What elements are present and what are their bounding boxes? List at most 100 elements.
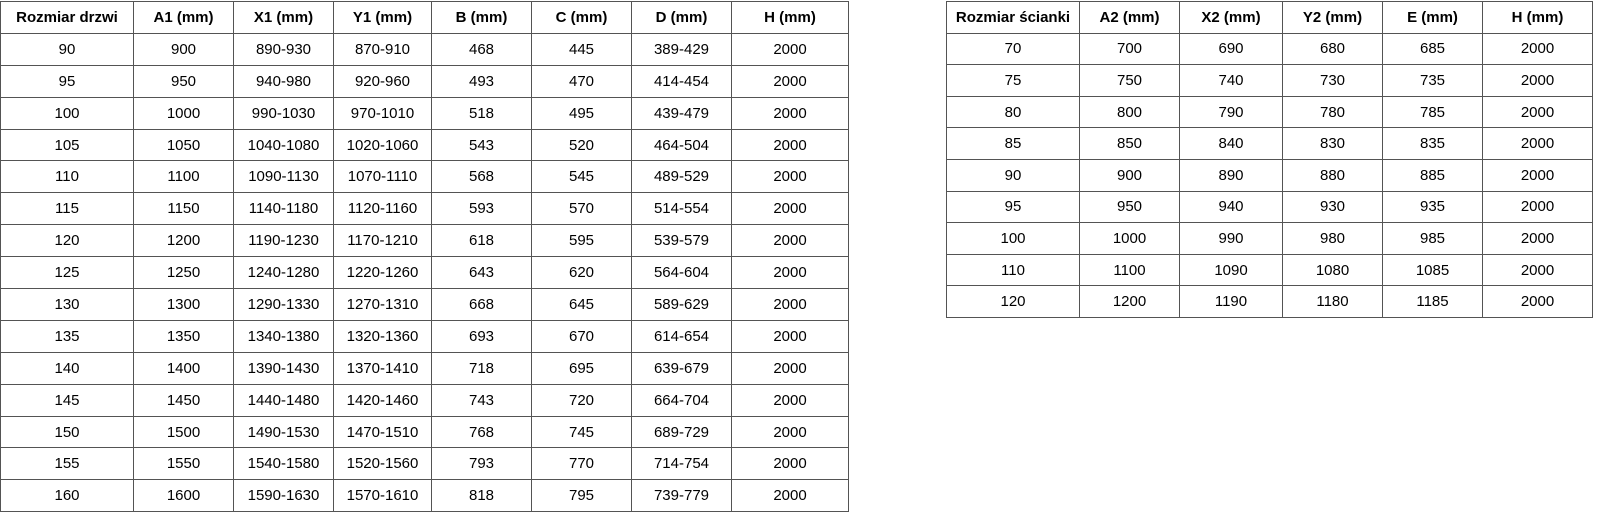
table-cell: 2000 xyxy=(731,224,849,258)
table-cell: 818 xyxy=(431,479,532,513)
table-cell: 890 xyxy=(1179,158,1283,192)
table-cell: 685 xyxy=(1382,32,1483,66)
table-cell: 1550 xyxy=(133,447,234,481)
column-header: D (mm) xyxy=(631,1,732,34)
table-cell: 2000 xyxy=(1482,95,1593,129)
table-cell: 1085 xyxy=(1382,253,1483,287)
table-cell: 1180 xyxy=(1282,285,1383,318)
table-cell: 2000 xyxy=(731,64,849,98)
table-row: 95 950 940 930 935 2000 xyxy=(946,190,1593,224)
table-cell: 739-779 xyxy=(631,479,732,513)
table-cell: 930 xyxy=(1282,190,1383,224)
table-cell: 795 xyxy=(531,479,632,513)
table-row: 115 1150 1140-1180 1120-1160 593 570 514-554 20… xyxy=(0,192,849,226)
table-row: 100 1000 990-1030 970-1010 518 495 439-479 2000 xyxy=(0,96,849,130)
table-cell: 595 xyxy=(531,224,632,258)
table-cell: 2000 xyxy=(731,96,849,130)
table-cell: 543 xyxy=(431,128,532,162)
table-cell: 730 xyxy=(1282,64,1383,97)
table-cell: 568 xyxy=(431,160,532,194)
table-cell: 100 xyxy=(946,222,1080,255)
table-cell: 1170-1210 xyxy=(333,224,432,258)
column-header: B (mm) xyxy=(431,1,532,34)
table-cell: 1090 xyxy=(1179,253,1283,287)
table-cell: 414-454 xyxy=(631,64,732,98)
table-cell: 1080 xyxy=(1282,253,1383,287)
table-cell: 470 xyxy=(531,64,632,98)
wall-size-table: Rozmiar ścianki A2 (mm) X2 (mm) Y2 (mm) E (m… xyxy=(946,1,1593,318)
table-cell: 589-629 xyxy=(631,288,732,321)
table-cell: 389-429 xyxy=(631,32,732,66)
table-cell: 1420-1460 xyxy=(333,383,432,417)
table-cell: 518 xyxy=(431,96,532,130)
table-cell: 2000 xyxy=(731,192,849,226)
table-cell: 1350 xyxy=(133,319,234,353)
table-cell: 689-729 xyxy=(631,415,732,449)
table-cell: 2000 xyxy=(731,256,849,290)
table-cell: 2000 xyxy=(1482,222,1593,255)
column-header: A2 (mm) xyxy=(1079,1,1180,34)
table-cell: 2000 xyxy=(731,288,849,321)
table-cell: 1320-1360 xyxy=(333,319,432,353)
table-cell: 900 xyxy=(133,32,234,66)
table-cell: 545 xyxy=(531,160,632,194)
table-cell: 980 xyxy=(1282,222,1383,255)
table-cell: 2000 xyxy=(731,319,849,353)
table-cell: 564-604 xyxy=(631,256,732,290)
table-cell: 770 xyxy=(531,447,632,481)
table-cell: 790 xyxy=(1179,95,1283,129)
table-cell: 120 xyxy=(0,224,134,258)
table-cell: 468 xyxy=(431,32,532,66)
table-cell: 1590-1630 xyxy=(233,479,334,513)
table-cell: 690 xyxy=(1179,32,1283,66)
table-cell: 570 xyxy=(531,192,632,226)
column-header: A1 (mm) xyxy=(133,1,234,34)
table-cell: 90 xyxy=(0,32,134,66)
wall-table-body: 70 700 690 680 685 2000 75 750 740 730 735 2000 80 80… xyxy=(946,32,1593,318)
table-cell: 700 xyxy=(1079,32,1180,66)
table-cell: 2000 xyxy=(1482,285,1593,318)
table-cell: 2000 xyxy=(731,383,849,417)
table-cell: 150 xyxy=(0,415,134,449)
table-cell: 115 xyxy=(0,192,134,226)
table-row: 90 900 890 880 885 2000 xyxy=(946,158,1593,192)
table-cell: 2000 xyxy=(731,415,849,449)
header-row: Rozmiar drzwi A1 (mm) X1 (mm) Y1 (mm) B (mm)… xyxy=(0,1,849,34)
table-row: 135 1350 1340-1380 1320-1360 693 670 614-654 20… xyxy=(0,319,849,353)
table-cell: 439-479 xyxy=(631,96,732,130)
table-row: 125 1250 1240-1280 1220-1260 643 620 564-604 20… xyxy=(0,256,849,290)
table-cell: 618 xyxy=(431,224,532,258)
table-cell: 695 xyxy=(531,351,632,385)
table-cell: 800 xyxy=(1079,95,1180,129)
table-cell: 2000 xyxy=(731,447,849,481)
table-cell: 850 xyxy=(1079,127,1180,160)
table-cell: 445 xyxy=(531,32,632,66)
table-cell: 1520-1560 xyxy=(333,447,432,481)
table-cell: 2000 xyxy=(1482,64,1593,97)
table-cell: 664-704 xyxy=(631,383,732,417)
table-cell: 493 xyxy=(431,64,532,98)
table-row: 100 1000 990 980 985 2000 xyxy=(946,222,1593,255)
table-row: 75 750 740 730 735 2000 xyxy=(946,64,1593,97)
table-cell: 620 xyxy=(531,256,632,290)
table-row: 70 700 690 680 685 2000 xyxy=(946,32,1593,66)
column-header: H (mm) xyxy=(731,1,849,34)
table-cell: 1450 xyxy=(133,383,234,417)
table-cell: 1300 xyxy=(133,288,234,321)
table-cell: 125 xyxy=(0,256,134,290)
table-cell: 639-679 xyxy=(631,351,732,385)
table-cell: 714-754 xyxy=(631,447,732,481)
table-cell: 1040-1080 xyxy=(233,128,334,162)
table-cell: 885 xyxy=(1382,158,1483,192)
table-row: 150 1500 1490-1530 1470-1510 768 745 689-729 20… xyxy=(0,415,849,449)
table-cell: 970-1010 xyxy=(333,96,432,130)
table-cell: 1150 xyxy=(133,192,234,226)
table-cell: 110 xyxy=(0,160,134,194)
table-cell: 1340-1380 xyxy=(233,319,334,353)
table-cell: 950 xyxy=(133,64,234,98)
table-cell: 985 xyxy=(1382,222,1483,255)
table-cell: 80 xyxy=(946,95,1080,129)
table-cell: 645 xyxy=(531,288,632,321)
table-cell: 1100 xyxy=(1079,253,1180,287)
column-header: Rozmiar drzwi xyxy=(0,1,134,34)
